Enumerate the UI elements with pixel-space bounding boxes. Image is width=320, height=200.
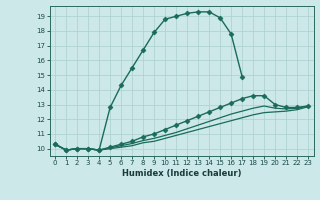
X-axis label: Humidex (Indice chaleur): Humidex (Indice chaleur) [122, 169, 241, 178]
